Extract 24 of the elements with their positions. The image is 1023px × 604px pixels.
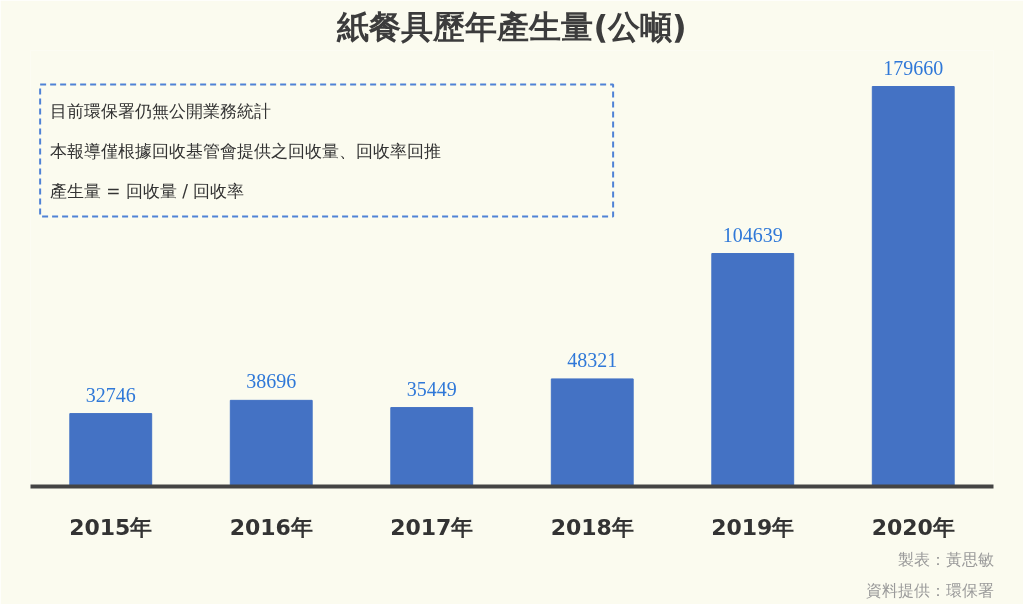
text: 製表：黃思敏 bbox=[897, 549, 994, 569]
bar bbox=[390, 407, 474, 487]
annotation: 本報導僅根據回收基管會提供之回收量、回收率回推 bbox=[49, 140, 441, 161]
annotation: 產生量 = 回收量 / 回收率 bbox=[49, 180, 245, 201]
x-tick-label: 2017年 bbox=[390, 514, 474, 540]
data-label: 32746 bbox=[85, 383, 136, 406]
x-tick-label: 2015年 bbox=[69, 514, 153, 540]
data-label: 48321 bbox=[567, 348, 618, 371]
bar bbox=[550, 378, 634, 487]
x-tick-label: 2020年 bbox=[871, 514, 955, 540]
bar bbox=[711, 253, 795, 487]
x-tick-label: 2016年 bbox=[229, 514, 313, 540]
x-tick-label: 2019年 bbox=[711, 514, 795, 540]
data-label: 35449 bbox=[406, 377, 457, 400]
text: 資料提供：環保署 bbox=[865, 580, 994, 600]
x-tick-label: 2018年 bbox=[550, 514, 634, 540]
data-label: 104639 bbox=[722, 223, 783, 246]
data-label: 38696 bbox=[246, 370, 297, 393]
bar bbox=[69, 413, 153, 487]
bar bbox=[871, 86, 955, 487]
chart-title: 紙餐具歷年產生量(公噸) bbox=[336, 7, 687, 46]
data-label: 179660 bbox=[883, 56, 944, 79]
annotation: 目前環保署仍無公開業務統計 bbox=[49, 100, 271, 121]
bar bbox=[229, 399, 313, 487]
